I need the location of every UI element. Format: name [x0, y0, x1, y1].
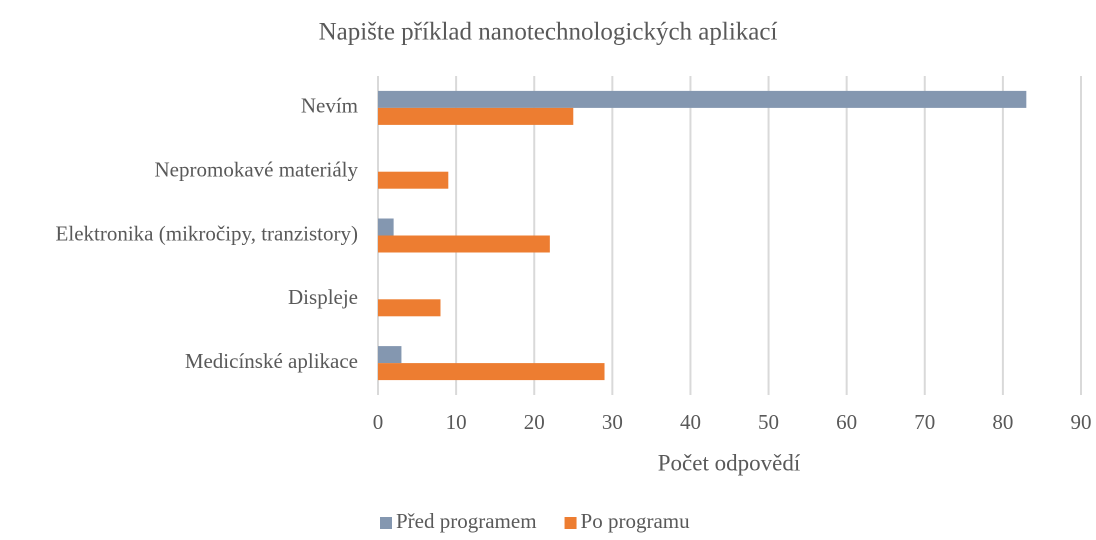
y-tick-label: Displeje [288, 285, 358, 309]
x-tick-label: 50 [758, 410, 779, 434]
bar [378, 299, 441, 317]
legend-swatch [380, 517, 392, 529]
bar [378, 90, 1027, 108]
legend-label: Po programu [581, 509, 691, 533]
bar [378, 235, 550, 253]
x-tick-label: 30 [602, 410, 623, 434]
legend-label: Před programem [396, 509, 537, 533]
bar [378, 171, 449, 189]
y-tick-label: Medicínské aplikace [185, 349, 358, 373]
y-tick-label: Elektronika (mikročipy, tranzistory) [56, 221, 358, 245]
bar [378, 363, 605, 381]
x-tick-label: 20 [524, 410, 545, 434]
x-axis-label: Počet odpovědí [658, 450, 801, 475]
x-tick-label: 70 [914, 410, 935, 434]
y-tick-label: Nevím [301, 94, 358, 118]
bar [378, 218, 394, 236]
x-tick-label: 60 [836, 410, 857, 434]
x-tick-label: 90 [1071, 410, 1092, 434]
legend-swatch [564, 517, 577, 529]
x-tick-label: 0 [373, 410, 384, 434]
x-tick-label: 10 [446, 410, 467, 434]
y-tick-label: Nepromokavé materiály [155, 158, 359, 182]
x-tick-label: 40 [680, 410, 701, 434]
chart-title: Napište příklad nanotechnologických apli… [319, 19, 778, 46]
bar [378, 346, 402, 364]
x-tick-label: 80 [992, 410, 1013, 434]
bar [378, 107, 574, 125]
